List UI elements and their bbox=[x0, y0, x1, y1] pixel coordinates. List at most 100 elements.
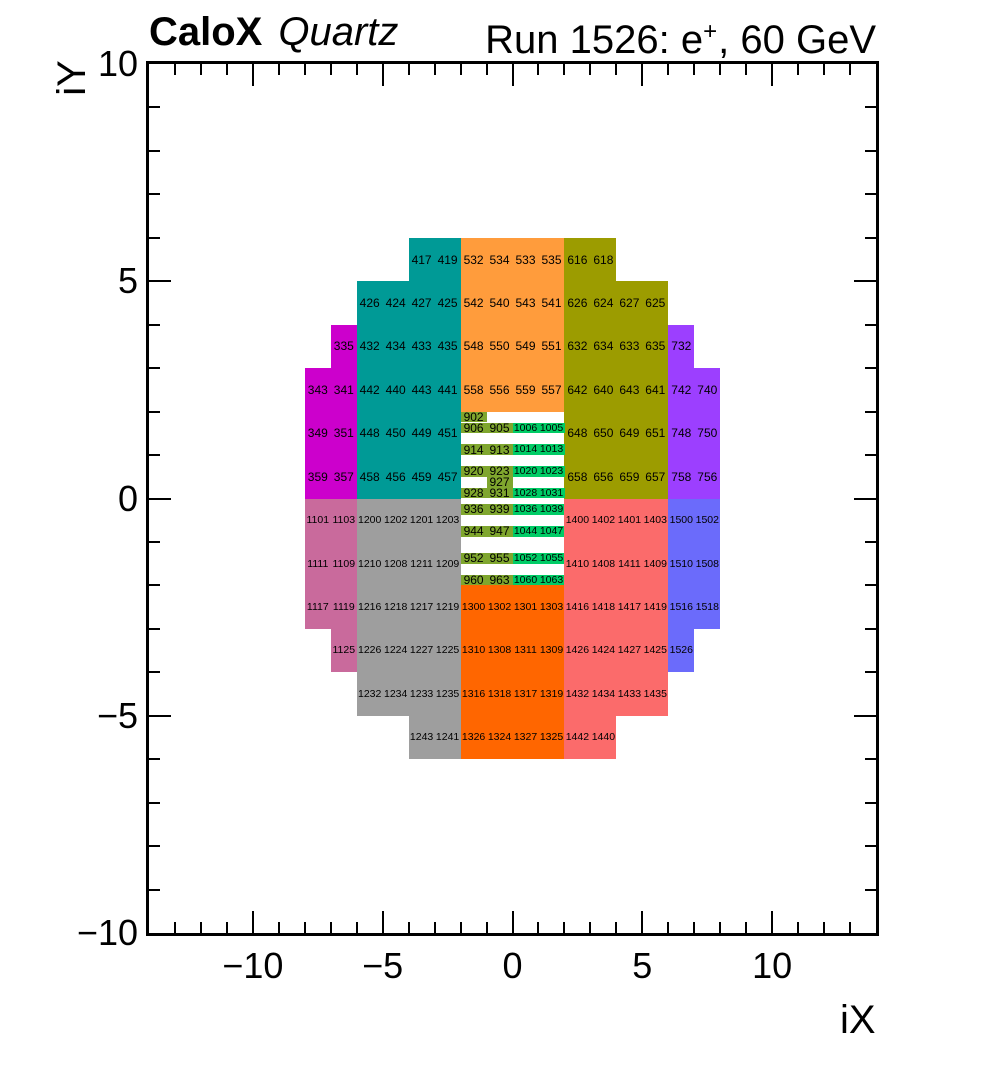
cell-1442: 1442 bbox=[564, 715, 591, 760]
y-tick bbox=[865, 845, 876, 848]
cell-1103: 1103 bbox=[330, 498, 357, 542]
cell-658: 658 bbox=[564, 455, 591, 499]
cell-657: 657 bbox=[642, 455, 669, 499]
cell-732: 732 bbox=[668, 324, 695, 369]
x-tick bbox=[173, 922, 176, 933]
x-tick bbox=[823, 922, 826, 933]
cell-1319: 1319 bbox=[538, 672, 565, 716]
run-title-superscript: + bbox=[703, 18, 718, 45]
cell-742: 742 bbox=[668, 368, 695, 412]
cell-1211: 1211 bbox=[408, 542, 435, 586]
x-axis-title: iX bbox=[840, 998, 876, 1042]
cell-551: 551 bbox=[538, 324, 565, 369]
cell-923: 923 bbox=[486, 465, 513, 477]
cell-557: 557 bbox=[538, 368, 565, 412]
y-tick-label-10: 10 bbox=[97, 43, 138, 84]
x-tick bbox=[771, 911, 774, 933]
cell-1060: 1060 bbox=[512, 573, 539, 586]
cell-643: 643 bbox=[616, 368, 643, 412]
cell-448: 448 bbox=[356, 411, 383, 456]
cell-1235: 1235 bbox=[434, 672, 461, 716]
cell-1225: 1225 bbox=[434, 628, 461, 673]
cell-1508: 1508 bbox=[694, 542, 721, 586]
cell-936: 936 bbox=[460, 503, 487, 515]
cell-1318: 1318 bbox=[486, 672, 513, 716]
cell-1217: 1217 bbox=[408, 585, 435, 629]
cell-1426: 1426 bbox=[564, 628, 591, 673]
y-tick-label-5: 5 bbox=[117, 260, 138, 302]
cell-640: 640 bbox=[590, 368, 617, 412]
y-tick bbox=[865, 323, 876, 326]
cell-451: 451 bbox=[434, 411, 461, 456]
cell-1418: 1418 bbox=[590, 585, 617, 629]
x-tick bbox=[511, 911, 514, 933]
y-tick bbox=[149, 627, 160, 630]
y-tick bbox=[149, 149, 160, 152]
cell-456: 456 bbox=[382, 455, 409, 499]
y-tick bbox=[865, 888, 876, 891]
y-tick bbox=[149, 454, 160, 457]
brand-title: CaloX bbox=[149, 10, 263, 54]
y-tick bbox=[865, 410, 876, 413]
cell-549: 549 bbox=[512, 324, 539, 369]
cell-1209: 1209 bbox=[434, 542, 461, 586]
cell-441: 441 bbox=[434, 368, 461, 412]
cell-1052: 1052 bbox=[512, 551, 539, 564]
x-tick bbox=[849, 64, 852, 75]
cell-1402: 1402 bbox=[590, 498, 617, 542]
x-tick bbox=[563, 922, 566, 933]
y-tick bbox=[149, 497, 171, 500]
cell-1039: 1039 bbox=[538, 503, 565, 516]
cell-914: 914 bbox=[460, 444, 487, 456]
x-tick bbox=[459, 64, 462, 75]
x-tick bbox=[641, 64, 644, 86]
x-tick bbox=[771, 64, 774, 86]
cell-1409: 1409 bbox=[642, 542, 669, 586]
cell-642: 642 bbox=[564, 368, 591, 412]
x-tick bbox=[485, 64, 488, 75]
cell-443: 443 bbox=[408, 368, 435, 412]
cell-635: 635 bbox=[642, 324, 669, 369]
x-tick bbox=[537, 64, 540, 75]
y-tick bbox=[865, 584, 876, 587]
cell-1303: 1303 bbox=[538, 585, 565, 629]
cell-1434: 1434 bbox=[590, 672, 617, 716]
x-tick bbox=[173, 64, 176, 75]
x-tick bbox=[381, 911, 384, 933]
cell-559: 559 bbox=[512, 368, 539, 412]
x-tick bbox=[303, 922, 306, 933]
x-tick bbox=[225, 64, 228, 75]
cell-1203: 1203 bbox=[434, 498, 461, 542]
x-tick bbox=[277, 64, 280, 75]
cell-902: 902 bbox=[460, 411, 487, 423]
cell-1047: 1047 bbox=[538, 524, 565, 537]
cell-656: 656 bbox=[590, 455, 617, 499]
cell-1308: 1308 bbox=[486, 628, 513, 673]
x-tick-label-10: 10 bbox=[752, 945, 793, 986]
y-tick bbox=[149, 845, 160, 848]
cell-343: 343 bbox=[304, 368, 331, 412]
cell-351: 351 bbox=[330, 411, 357, 456]
cell-349: 349 bbox=[304, 411, 331, 456]
cell-756: 756 bbox=[694, 455, 721, 499]
cell-1119: 1119 bbox=[330, 585, 357, 629]
x-tick bbox=[459, 922, 462, 933]
x-tick bbox=[251, 911, 254, 933]
y-tick bbox=[865, 149, 876, 152]
y-tick bbox=[865, 540, 876, 543]
x-tick bbox=[719, 64, 722, 75]
cell-740: 740 bbox=[694, 368, 721, 412]
cell-1516: 1516 bbox=[668, 585, 695, 629]
y-tick bbox=[149, 671, 160, 674]
cell-1326: 1326 bbox=[460, 715, 487, 760]
y-tick bbox=[865, 106, 876, 109]
x-tick bbox=[745, 64, 748, 75]
cell-541: 541 bbox=[538, 281, 565, 325]
x-tick bbox=[381, 64, 384, 86]
cell-417: 417 bbox=[408, 237, 435, 282]
x-tick bbox=[199, 922, 202, 933]
x-tick bbox=[641, 911, 644, 933]
cell-1226: 1226 bbox=[356, 628, 383, 673]
cell-955: 955 bbox=[486, 552, 513, 564]
plot-header-left: CaloX Quartz bbox=[149, 10, 398, 54]
